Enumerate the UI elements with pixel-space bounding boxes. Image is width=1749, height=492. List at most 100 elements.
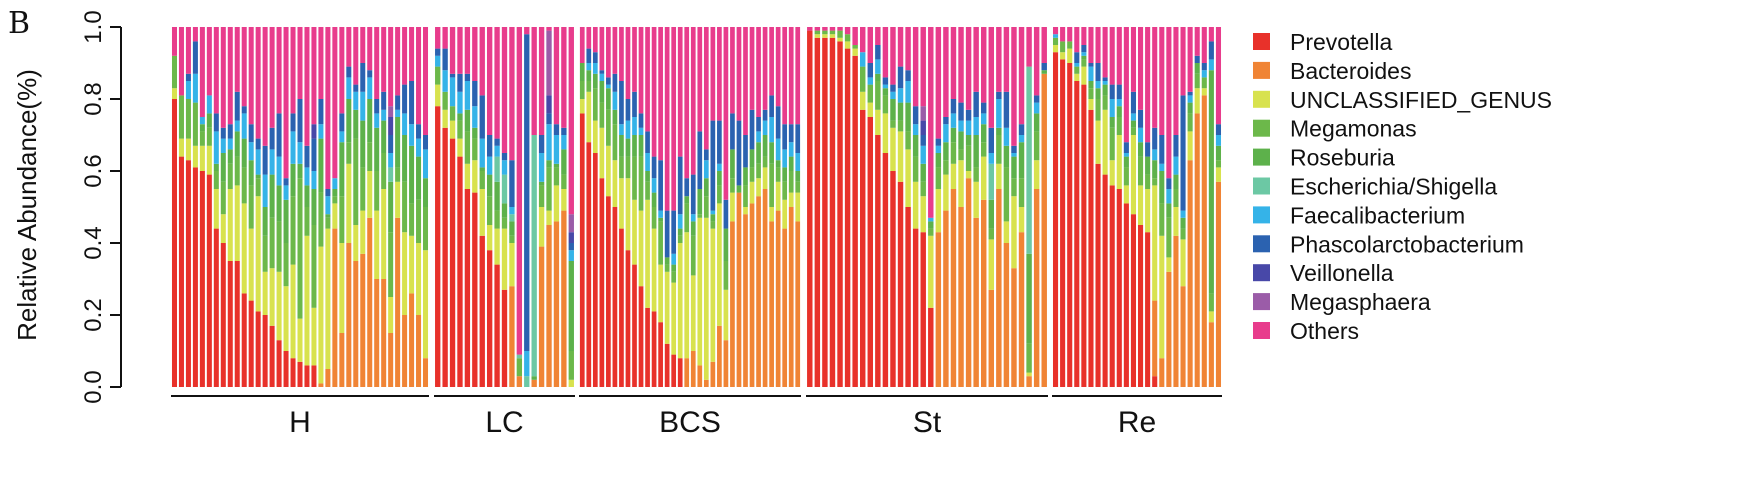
legend-item: Megasphaera (1253, 289, 1431, 315)
bar-segment (684, 27, 690, 179)
bar-segment (788, 142, 794, 157)
bar-segment (1018, 27, 1025, 125)
bar-segment (311, 307, 317, 366)
bar-segment (671, 282, 677, 355)
bar-segment (965, 178, 972, 387)
bar-segment (381, 91, 387, 110)
bar-segment (367, 70, 373, 78)
bar-segment (697, 189, 703, 215)
bar-segment (1067, 41, 1073, 49)
bar-segment (283, 178, 289, 186)
bar-segment (381, 109, 387, 121)
bar-segment (697, 217, 703, 366)
bar-segment (697, 365, 703, 387)
bar-segment (749, 149, 755, 168)
bar-segment (227, 261, 233, 387)
sample-bar (920, 27, 926, 387)
bar-segment (297, 163, 303, 179)
bar-segment (568, 214, 574, 233)
bar-segment (920, 181, 926, 197)
bar-segment (988, 153, 994, 164)
bar-segment (381, 189, 387, 279)
bar-segment (388, 153, 394, 168)
group-label: BCS (659, 406, 721, 439)
sample-bar (867, 27, 873, 387)
sample-bar (1067, 27, 1073, 387)
bar-segment (592, 153, 598, 387)
bar-segment (651, 228, 657, 312)
bar-segment (561, 210, 567, 387)
bar-segment (619, 124, 624, 135)
bar-segment (304, 365, 310, 387)
bar-segment (988, 228, 994, 240)
bar-segment (677, 358, 683, 387)
bar-segment (213, 189, 219, 229)
bar-segment (814, 30, 821, 35)
bar-segment (464, 131, 471, 164)
sample-bar (875, 27, 881, 387)
legend: Prevotella Bacteroides UNCLASSIFIED_GENUS M… (1253, 29, 1552, 344)
bar-segment (561, 189, 567, 211)
bar-segment (479, 95, 485, 139)
sample-bar (749, 27, 755, 387)
bar-segment (736, 120, 742, 186)
bar-segment (852, 48, 858, 56)
bar-segment (710, 27, 716, 121)
legend-label: Roseburia (1290, 145, 1395, 171)
bar-segment (905, 207, 911, 387)
bar-segment (1109, 117, 1115, 128)
bar-segment (1095, 81, 1101, 89)
bar-segment (220, 243, 226, 387)
bar-segment (612, 109, 618, 125)
bar-segment (227, 138, 233, 150)
bar-segment (353, 109, 359, 139)
sample-bar (1074, 27, 1080, 387)
bar-segment (1003, 145, 1010, 168)
bar-segment (1187, 95, 1193, 103)
bar-segment (199, 131, 205, 146)
bar-segment (749, 27, 755, 110)
bar-segment (775, 181, 781, 211)
bar-segment (1159, 135, 1165, 164)
bar-segment (920, 27, 926, 107)
bar-segment (206, 95, 212, 114)
sample-bar (1166, 27, 1172, 387)
bar-segment (332, 196, 338, 204)
bar-segment (1033, 131, 1040, 161)
bar-segment (1173, 189, 1179, 207)
bar-segment (973, 167, 979, 182)
bar-segment (1152, 27, 1158, 128)
legend-label: Phascolarctobacterium (1290, 231, 1524, 257)
legend-item: Others (1253, 318, 1359, 344)
bar-segment (192, 102, 198, 146)
bar-segment (606, 196, 611, 387)
sample-bar (227, 27, 233, 387)
bar-segment (1081, 27, 1087, 45)
bar-segment (479, 235, 485, 387)
bar-segment (664, 27, 670, 211)
bar-segment (1109, 160, 1115, 186)
sample-bar (192, 27, 198, 387)
sample-bar (423, 27, 429, 387)
bar-segment (1026, 66, 1032, 254)
bar-segment (950, 99, 957, 114)
sample-bar (1102, 27, 1108, 387)
legend-label: Escherichia/Shigella (1290, 174, 1497, 200)
bar-segment (1215, 160, 1222, 168)
bar-segment (546, 160, 552, 168)
bar-segment (1102, 109, 1108, 175)
bar-segment (1018, 178, 1025, 207)
sample-bar (486, 27, 493, 387)
bar-segment (1123, 27, 1129, 143)
bar-segment (262, 174, 268, 207)
bar-segment (1003, 221, 1010, 243)
bar-segment (890, 99, 896, 121)
bar-segment (171, 27, 177, 56)
bar-segment (409, 27, 415, 81)
bar-segment (546, 167, 552, 211)
bar-segment (269, 217, 275, 269)
bar-segment (360, 167, 366, 211)
bar-segment (220, 181, 226, 215)
bar-segment (1173, 27, 1179, 135)
legend-item: Veillonella (1253, 260, 1394, 286)
